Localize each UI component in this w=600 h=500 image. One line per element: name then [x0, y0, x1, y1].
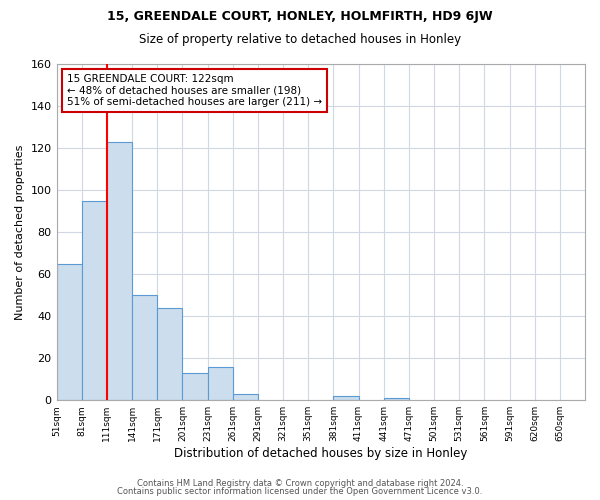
- Bar: [132, 295, 157, 400]
- Bar: [107, 142, 132, 400]
- Text: Contains HM Land Registry data © Crown copyright and database right 2024.: Contains HM Land Registry data © Crown c…: [137, 478, 463, 488]
- Bar: [82, 200, 107, 400]
- Bar: [233, 394, 258, 400]
- Y-axis label: Number of detached properties: Number of detached properties: [15, 144, 25, 320]
- Bar: [157, 308, 182, 400]
- Bar: [182, 373, 208, 400]
- Bar: [334, 396, 359, 400]
- Bar: [56, 264, 82, 400]
- X-axis label: Distribution of detached houses by size in Honley: Distribution of detached houses by size …: [174, 447, 467, 460]
- Text: Size of property relative to detached houses in Honley: Size of property relative to detached ho…: [139, 32, 461, 46]
- Text: Contains public sector information licensed under the Open Government Licence v3: Contains public sector information licen…: [118, 487, 482, 496]
- Text: 15, GREENDALE COURT, HONLEY, HOLMFIRTH, HD9 6JW: 15, GREENDALE COURT, HONLEY, HOLMFIRTH, …: [107, 10, 493, 23]
- Bar: [208, 366, 233, 400]
- Bar: [383, 398, 409, 400]
- Text: 15 GREENDALE COURT: 122sqm
← 48% of detached houses are smaller (198)
51% of sem: 15 GREENDALE COURT: 122sqm ← 48% of deta…: [67, 74, 322, 108]
